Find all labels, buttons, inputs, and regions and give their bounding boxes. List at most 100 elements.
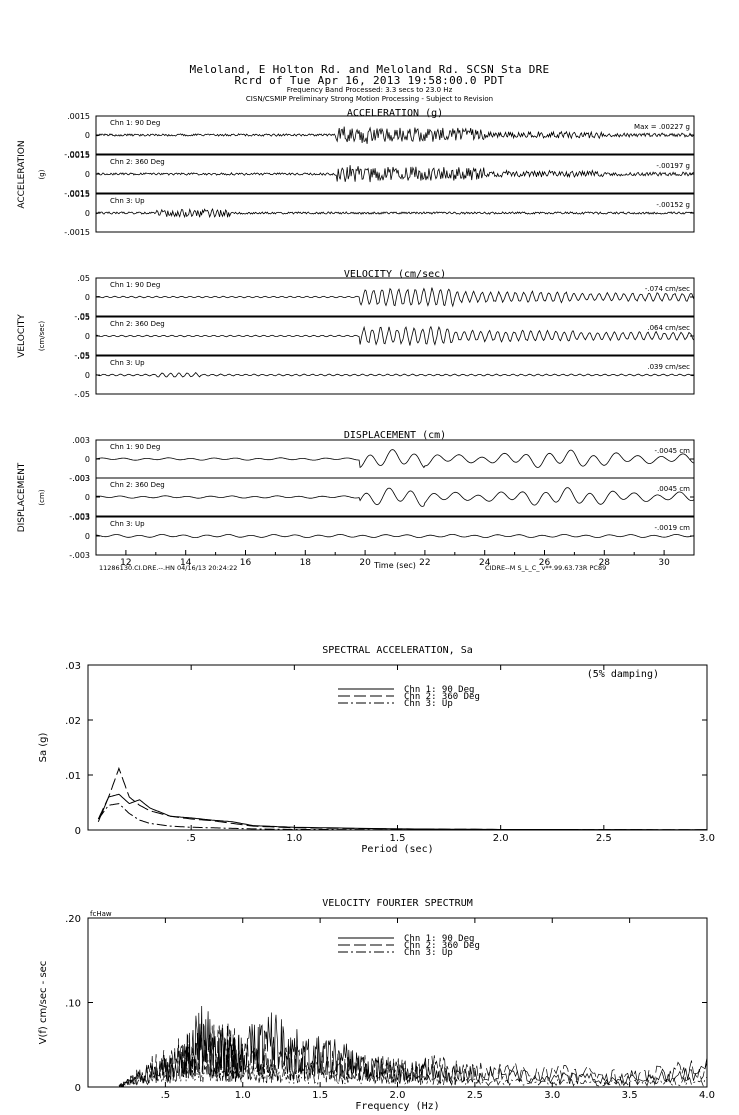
x-axis-title: Frequency (Hz) [355, 1101, 439, 1112]
y-tick-label: 0 [75, 826, 81, 837]
peak-value-label: -.074 cm/sec [645, 285, 690, 293]
y-tick-label: 0 [85, 532, 90, 541]
time-tick-label: 20 [359, 558, 371, 568]
legend-label: Chn 2: 360 Deg [404, 692, 480, 702]
time-tick-label: 12 [120, 558, 131, 568]
panel-title: DISPLACEMENT (cm) [344, 430, 446, 441]
x-tick-label: 4.0 [699, 1090, 715, 1101]
y-tick-label: .003 [72, 474, 90, 483]
legend-label: Chn 2: 360 Deg [404, 941, 480, 951]
processing-id-label: CIDRE--M S_L_C_ v**.99.63.73R PC89 [485, 564, 606, 572]
waveform-trace [95, 287, 695, 308]
peak-value-label: Max = .00227 g [634, 123, 690, 131]
y-tick-label: .03 [65, 661, 81, 672]
panel-title: VELOCITY (cm/sec) [344, 269, 446, 280]
x-tick-label: 2.5 [467, 1090, 483, 1101]
spectrum-series [97, 793, 707, 831]
y-tick-label: .0015 [67, 112, 90, 121]
y-tick-label: .20 [65, 914, 81, 925]
peak-value-label: .039 cm/sec [647, 363, 690, 371]
waveform-trace [95, 533, 695, 539]
x-tick-label: 2.0 [493, 833, 509, 844]
y-tick-label: -.05 [74, 390, 90, 399]
y-tick-label: 0 [85, 131, 90, 140]
unit-axis-label: (g) [38, 169, 46, 179]
corner-label: fcHaw [90, 910, 112, 918]
legend-label: Chn 3: Up [404, 948, 453, 958]
waveform-trace [95, 165, 695, 183]
spectrum-series [97, 766, 707, 831]
legend-label: Chn 1: 90 Deg [404, 685, 474, 695]
channel-label: Chn 1: 90 Deg [110, 119, 160, 127]
y-axis-title: V(f) cm/sec - sec [38, 961, 49, 1045]
legend-label: Chn 3: Up [404, 699, 453, 709]
x-tick-label: 1.0 [235, 1090, 251, 1101]
x-tick-label: 3.0 [699, 833, 715, 844]
y-tick-label: .0015 [67, 190, 90, 199]
y-tick-label: 0 [85, 170, 90, 179]
y-tick-label: -.0015 [64, 150, 90, 159]
spectrum-title: VELOCITY FOURIER SPECTRUM [322, 898, 473, 909]
x-axis-title: Period (sec) [361, 844, 433, 855]
channel-label: Chn 2: 360 Deg [110, 481, 165, 489]
damping-note: (5% damping) [587, 669, 659, 680]
y-tick-label: -.003 [69, 551, 90, 560]
spectrum-frame [87, 664, 708, 831]
station-title: Meloland, E Holton Rd. and Meloland Rd. … [189, 63, 550, 76]
y-tick-label: .0015 [67, 151, 90, 160]
time-tick-label: 16 [240, 558, 252, 568]
y-tick-label: -.05 [74, 351, 90, 360]
time-tick-label: 18 [300, 558, 312, 568]
y-tick-label: 0 [85, 455, 90, 464]
y-tick-label: 0 [85, 293, 90, 302]
time-tick-label: 22 [419, 558, 430, 568]
y-tick-label: .01 [65, 771, 81, 782]
time-axis-title: Time (sec) [373, 561, 416, 570]
time-tick-label: 28 [599, 558, 611, 568]
channel-label: Chn 3: Up [110, 359, 145, 367]
quantity-axis-label: DISPLACEMENT [17, 462, 27, 532]
channel-frame [95, 355, 695, 395]
waveform-trace [95, 372, 695, 378]
waveform-trace [95, 487, 695, 507]
peak-value-label: -.0045 cm [655, 447, 691, 455]
spectrum-series [118, 1058, 708, 1088]
unit-axis-label: (cm) [38, 489, 46, 505]
y-tick-label: .003 [72, 513, 90, 522]
channel-label: Chn 3: Up [110, 520, 145, 528]
x-tick-label: 1.5 [390, 833, 406, 844]
channel-frame [95, 115, 695, 155]
peak-value-label: -.00152 g [656, 201, 690, 209]
time-tick-label: 30 [658, 558, 670, 568]
y-tick-label: .05 [77, 352, 90, 361]
waveform-trace [95, 325, 695, 346]
peak-value-label: -.0019 cm [655, 524, 691, 532]
y-tick-label: -.05 [74, 312, 90, 321]
channel-label: Chn 1: 90 Deg [110, 443, 160, 451]
y-tick-label: -.003 [69, 474, 90, 483]
waveform-trace [95, 126, 695, 144]
x-tick-label: 2.0 [390, 1090, 406, 1101]
waveform-trace [95, 207, 695, 219]
y-tick-label: .003 [72, 436, 90, 445]
frequency-band: Frequency Band Processed: 3.3 secs to 23… [286, 86, 453, 94]
peak-value-label: .064 cm/sec [647, 324, 690, 332]
x-tick-label: 2.5 [596, 833, 612, 844]
channel-label: Chn 2: 360 Deg [110, 320, 165, 328]
quantity-axis-label: ACCELERATION [17, 140, 27, 208]
x-tick-label: 1.5 [312, 1090, 328, 1101]
x-tick-label: 3.0 [544, 1090, 560, 1101]
time-tick-label: 26 [539, 558, 551, 568]
channel-frame [95, 277, 695, 317]
spectrum-series [97, 803, 707, 831]
y-tick-label: .02 [65, 716, 81, 727]
spectrum-title: SPECTRAL ACCELERATION, Sa [322, 645, 473, 656]
x-tick-label: .5 [186, 833, 196, 844]
legend-label: Chn 1: 90 Deg [404, 934, 474, 944]
y-tick-label: 0 [85, 332, 90, 341]
channel-label: Chn 1: 90 Deg [110, 281, 160, 289]
record-id-label: 11286130.CI.DRE.--.HN 04/16/13 20:24:22 [99, 564, 237, 572]
quantity-axis-label: VELOCITY [17, 314, 27, 358]
